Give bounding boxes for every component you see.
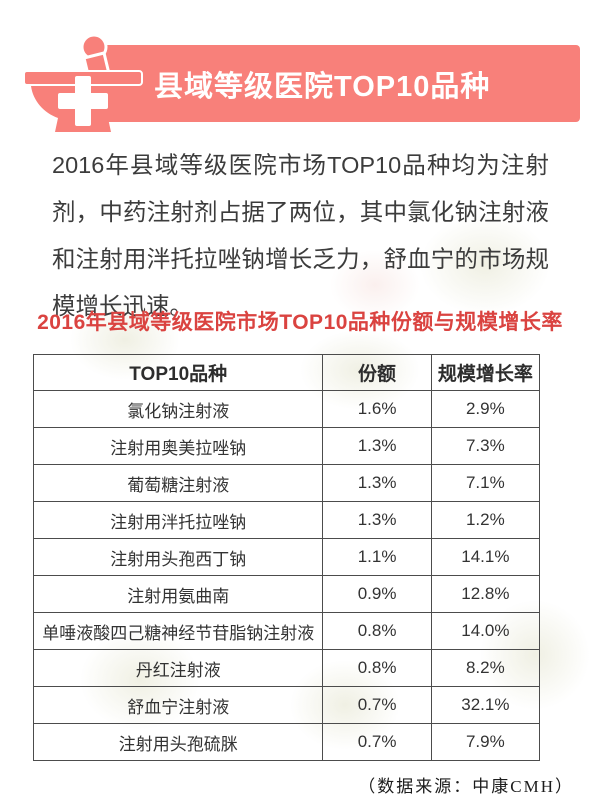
table-row: 注射用头孢西丁钠 1.1% 14.1% xyxy=(32,538,541,576)
table-row: 舒血宁注射液 0.7% 32.1% xyxy=(32,686,541,724)
share-cell: 0.8% xyxy=(322,612,432,650)
share-cell: 0.7% xyxy=(322,686,432,724)
share-cell: 1.3% xyxy=(322,427,432,465)
product-name-cell: 舒血宁注射液 xyxy=(32,686,324,724)
table-header-row: TOP10品种 份额 规模增长率 xyxy=(32,354,541,391)
product-name-cell: 丹红注射液 xyxy=(32,649,324,687)
product-name-cell: 注射用氨曲南 xyxy=(32,575,324,613)
product-name-cell: 注射用泮托拉唑钠 xyxy=(32,501,324,539)
growth-cell: 12.8% xyxy=(430,575,541,613)
table-row: 注射用氨曲南 0.9% 12.8% xyxy=(32,575,541,613)
growth-cell: 14.0% xyxy=(430,612,541,650)
column-header-product: TOP10品种 xyxy=(32,354,324,391)
table-row: 葡萄糖注射液 1.3% 7.1% xyxy=(32,464,541,502)
product-name-cell: 注射用头孢硫脒 xyxy=(32,723,324,761)
table-body: 氯化钠注射液 1.6% 2.9% 注射用奥美拉唑钠 1.3% 7.3% 葡萄糖注射液 1.3%… xyxy=(32,390,541,761)
product-name-cell: 单唾液酸四己糖神经节苷脂钠注射液 xyxy=(32,612,324,650)
intro-paragraph: 2016年县域等级医院市场TOP10品种均为注射剂，中药注射剂占据了两位，其中氯… xyxy=(52,152,549,319)
table-row: 丹红注射液 0.8% 8.2% xyxy=(32,649,541,687)
growth-cell: 7.3% xyxy=(430,427,541,465)
growth-cell: 8.2% xyxy=(430,649,541,687)
product-name-cell: 注射用头孢西丁钠 xyxy=(32,538,324,576)
page-title: 县域等级医院TOP10品种 xyxy=(154,70,491,103)
share-cell: 1.3% xyxy=(322,501,432,539)
growth-cell: 7.9% xyxy=(430,723,541,761)
growth-cell: 2.9% xyxy=(430,390,541,428)
data-source: （数据来源：中康CMH） xyxy=(358,777,574,796)
table-row: 注射用头孢硫脒 0.7% 7.9% xyxy=(32,723,541,761)
mortar-pestle-icon xyxy=(23,33,144,134)
header-banner: 县域等级医院TOP10品种 xyxy=(100,45,580,122)
product-name-cell: 氯化钠注射液 xyxy=(32,390,324,428)
table-row: 注射用泮托拉唑钠 1.3% 1.2% xyxy=(32,501,541,539)
cross-icon xyxy=(58,76,108,126)
growth-cell: 32.1% xyxy=(430,686,541,724)
column-header-share: 份额 xyxy=(322,354,432,391)
share-cell: 1.6% xyxy=(322,390,432,428)
share-cell: 1.3% xyxy=(322,464,432,502)
share-cell: 0.9% xyxy=(322,575,432,613)
growth-cell: 14.1% xyxy=(430,538,541,576)
top10-table-container: TOP10品种 份额 规模增长率 氯化钠注射液 1.6% 2.9% 注射用奥美拉唑钠 1… xyxy=(32,354,541,761)
growth-cell: 7.1% xyxy=(430,464,541,502)
product-name-cell: 注射用奥美拉唑钠 xyxy=(32,427,324,465)
table-row: 氯化钠注射液 1.6% 2.9% xyxy=(32,390,541,428)
table-row: 单唾液酸四己糖神经节苷脂钠注射液 0.8% 14.0% xyxy=(32,612,541,650)
table-row: 注射用奥美拉唑钠 1.3% 7.3% xyxy=(32,427,541,465)
share-cell: 0.8% xyxy=(322,649,432,687)
column-header-growth: 规模增长率 xyxy=(430,354,541,391)
product-name-cell: 葡萄糖注射液 xyxy=(32,464,324,502)
share-cell: 0.7% xyxy=(322,723,432,761)
growth-cell: 1.2% xyxy=(430,501,541,539)
share-cell: 1.1% xyxy=(322,538,432,576)
table-title: 2016年县域等级医院市场TOP10品种份额与规模增长率 xyxy=(37,311,563,334)
top10-table: TOP10品种 份额 规模增长率 氯化钠注射液 1.6% 2.9% 注射用奥美拉唑钠 1… xyxy=(32,354,541,761)
